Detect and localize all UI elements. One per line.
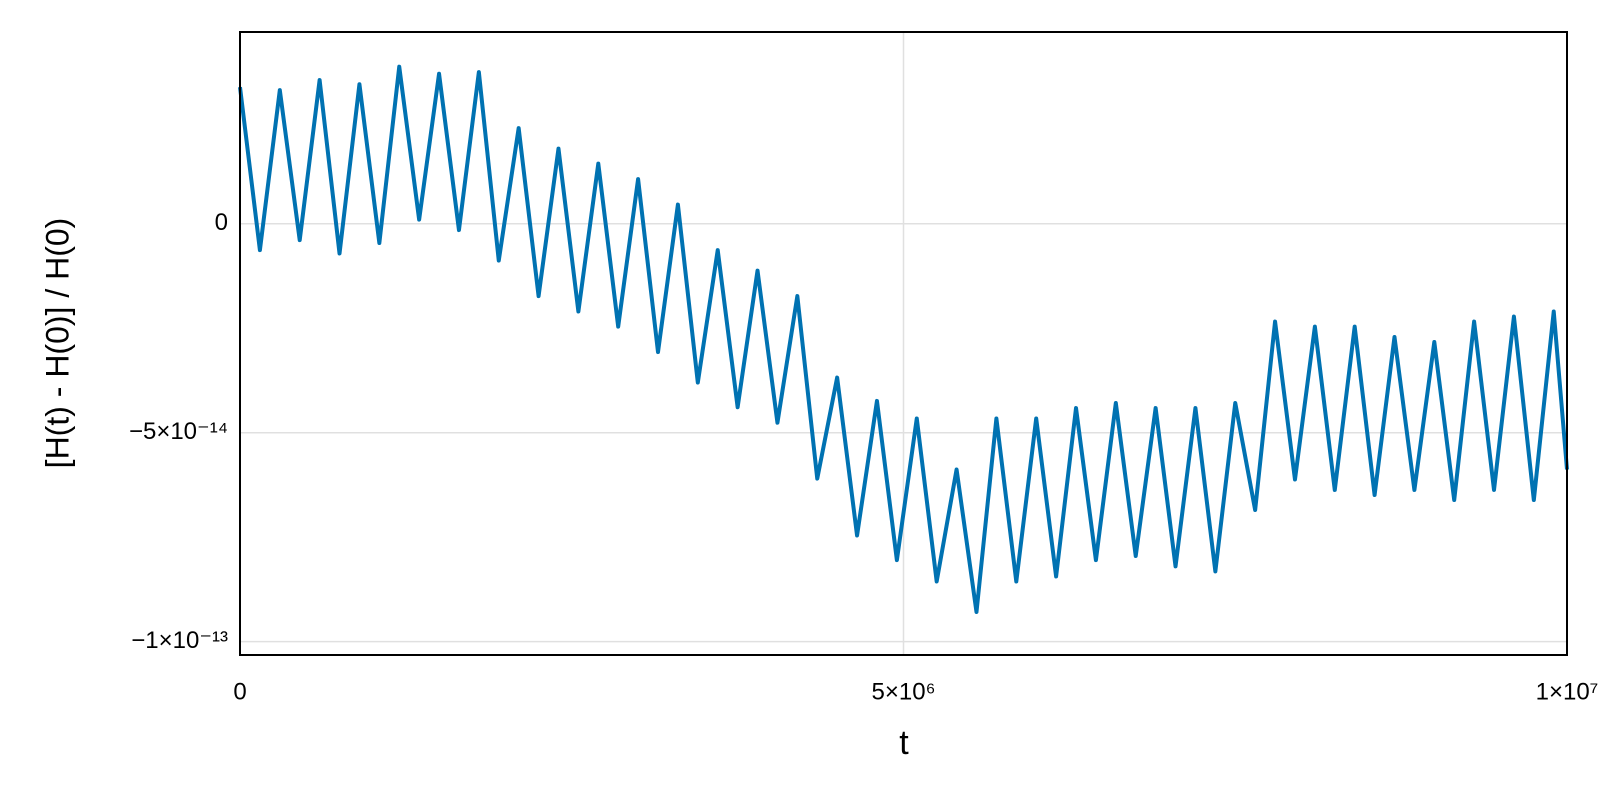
x-tick-label: 1×10⁷ [1536, 678, 1599, 705]
plot-frame [239, 31, 1568, 656]
y-axis-label: [H(t) - H(0)] / H(0) [39, 218, 75, 469]
data-line [238, 64, 1569, 614]
x-tick-label: 0 [233, 678, 246, 705]
y-tick-label: 0 [215, 209, 228, 236]
x-tick-label: 5×10⁶ [872, 678, 936, 705]
y-tick-label: −5×10⁻¹⁴ [129, 418, 228, 445]
x-axis-label: t [899, 724, 909, 762]
y-tick-label: −1×10⁻¹³ [131, 627, 228, 654]
